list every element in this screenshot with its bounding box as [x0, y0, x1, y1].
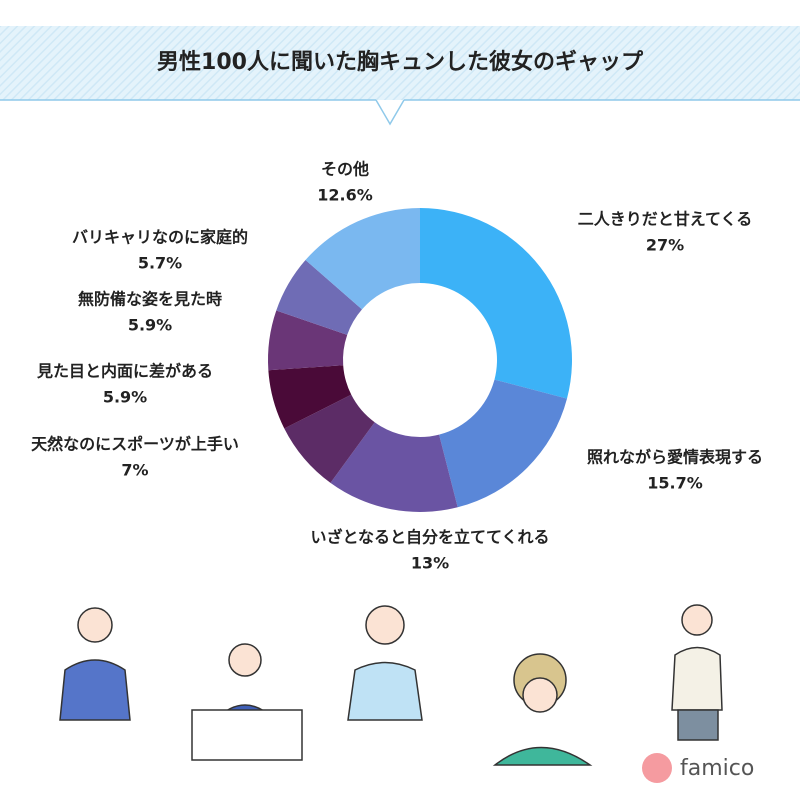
- donut-slice: [439, 379, 567, 508]
- donut-slice: [305, 208, 420, 310]
- value-label: 5.9%: [128, 316, 172, 335]
- chart-title: 男性100人に聞いた胸キュンした彼女のギャップ: [157, 49, 644, 75]
- logo: famico: [680, 756, 754, 781]
- labels: 二人きりだと甘えてくる 27% 照れながら愛情表現する 15.7% いざとなると自分を立…: [31, 160, 763, 573]
- logo-icon: [642, 753, 672, 783]
- slice-label: バリキャリなのに家庭的: [72, 228, 248, 247]
- slice-label: 照れながら愛情表現する: [587, 448, 763, 467]
- header-band: [0, 26, 800, 100]
- slice-label: 見た目と内面に差がある: [36, 362, 213, 381]
- donut-slice: [420, 208, 572, 399]
- donut-slice: [330, 422, 458, 512]
- value-label: 15.7%: [647, 474, 703, 493]
- slice-label: 二人きりだと甘えてくる: [578, 210, 752, 229]
- header-notch: [375, 99, 405, 126]
- value-label: 7%: [121, 461, 148, 480]
- donut-slice: [268, 365, 352, 429]
- value-label: 5.9%: [103, 388, 147, 407]
- value-label: 5.7%: [138, 254, 182, 273]
- donut-slice: [276, 260, 362, 335]
- slice-label: その他: [321, 160, 369, 179]
- illustrations: [59, 604, 723, 766]
- slice-label: 天然なのにスポーツが上手い: [31, 435, 239, 454]
- value-label: 13%: [411, 554, 449, 573]
- donut-slice: [284, 394, 375, 483]
- slice-label: いざとなると自分を立ててくれる: [310, 528, 549, 547]
- slice-label: 無防備な姿を見た時: [78, 290, 222, 309]
- donut-slice: [268, 310, 348, 371]
- value-label: 12.6%: [317, 186, 373, 205]
- donut: [268, 208, 572, 512]
- value-label: 27%: [646, 236, 684, 255]
